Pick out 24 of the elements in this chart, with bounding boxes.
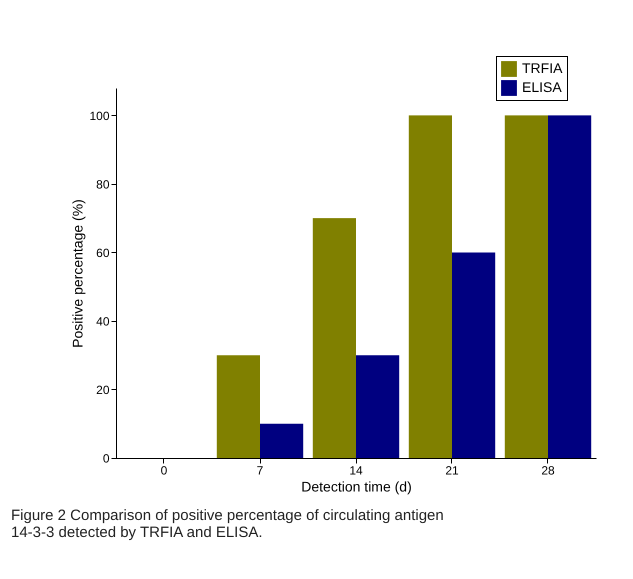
y-tick-label: 100 xyxy=(89,108,110,123)
bar xyxy=(260,424,304,458)
bar xyxy=(504,115,548,458)
x-tick-label: 28 xyxy=(541,464,555,478)
bar xyxy=(216,355,260,458)
bar xyxy=(452,252,496,458)
y-tick-label: 0 xyxy=(102,452,110,466)
y-tick-label: 80 xyxy=(96,177,110,192)
y-tick-label: 20 xyxy=(96,382,110,397)
x-tick-label: 21 xyxy=(445,464,459,478)
legend-label: ELISA xyxy=(522,79,562,95)
caption: Figure 2 Comparison of positive percentage of circulating antigen 14-3-3 detected by TRFIA and ELISA. xyxy=(10,507,444,541)
bar xyxy=(356,355,400,458)
x-tick-label: 7 xyxy=(256,464,264,478)
bar xyxy=(408,115,452,458)
y-axis-title: Positive percentage (%) xyxy=(69,199,86,348)
bar xyxy=(548,115,592,458)
x-tick-label: 0 xyxy=(160,464,168,478)
x-axis-title: Detection time (d) xyxy=(301,478,412,494)
legend-label: TRFIA xyxy=(522,60,564,76)
y-tick-label: 60 xyxy=(96,246,110,260)
x-tick-label: 14 xyxy=(349,464,363,478)
bar xyxy=(312,218,356,458)
y-tick-label: 40 xyxy=(96,314,110,328)
